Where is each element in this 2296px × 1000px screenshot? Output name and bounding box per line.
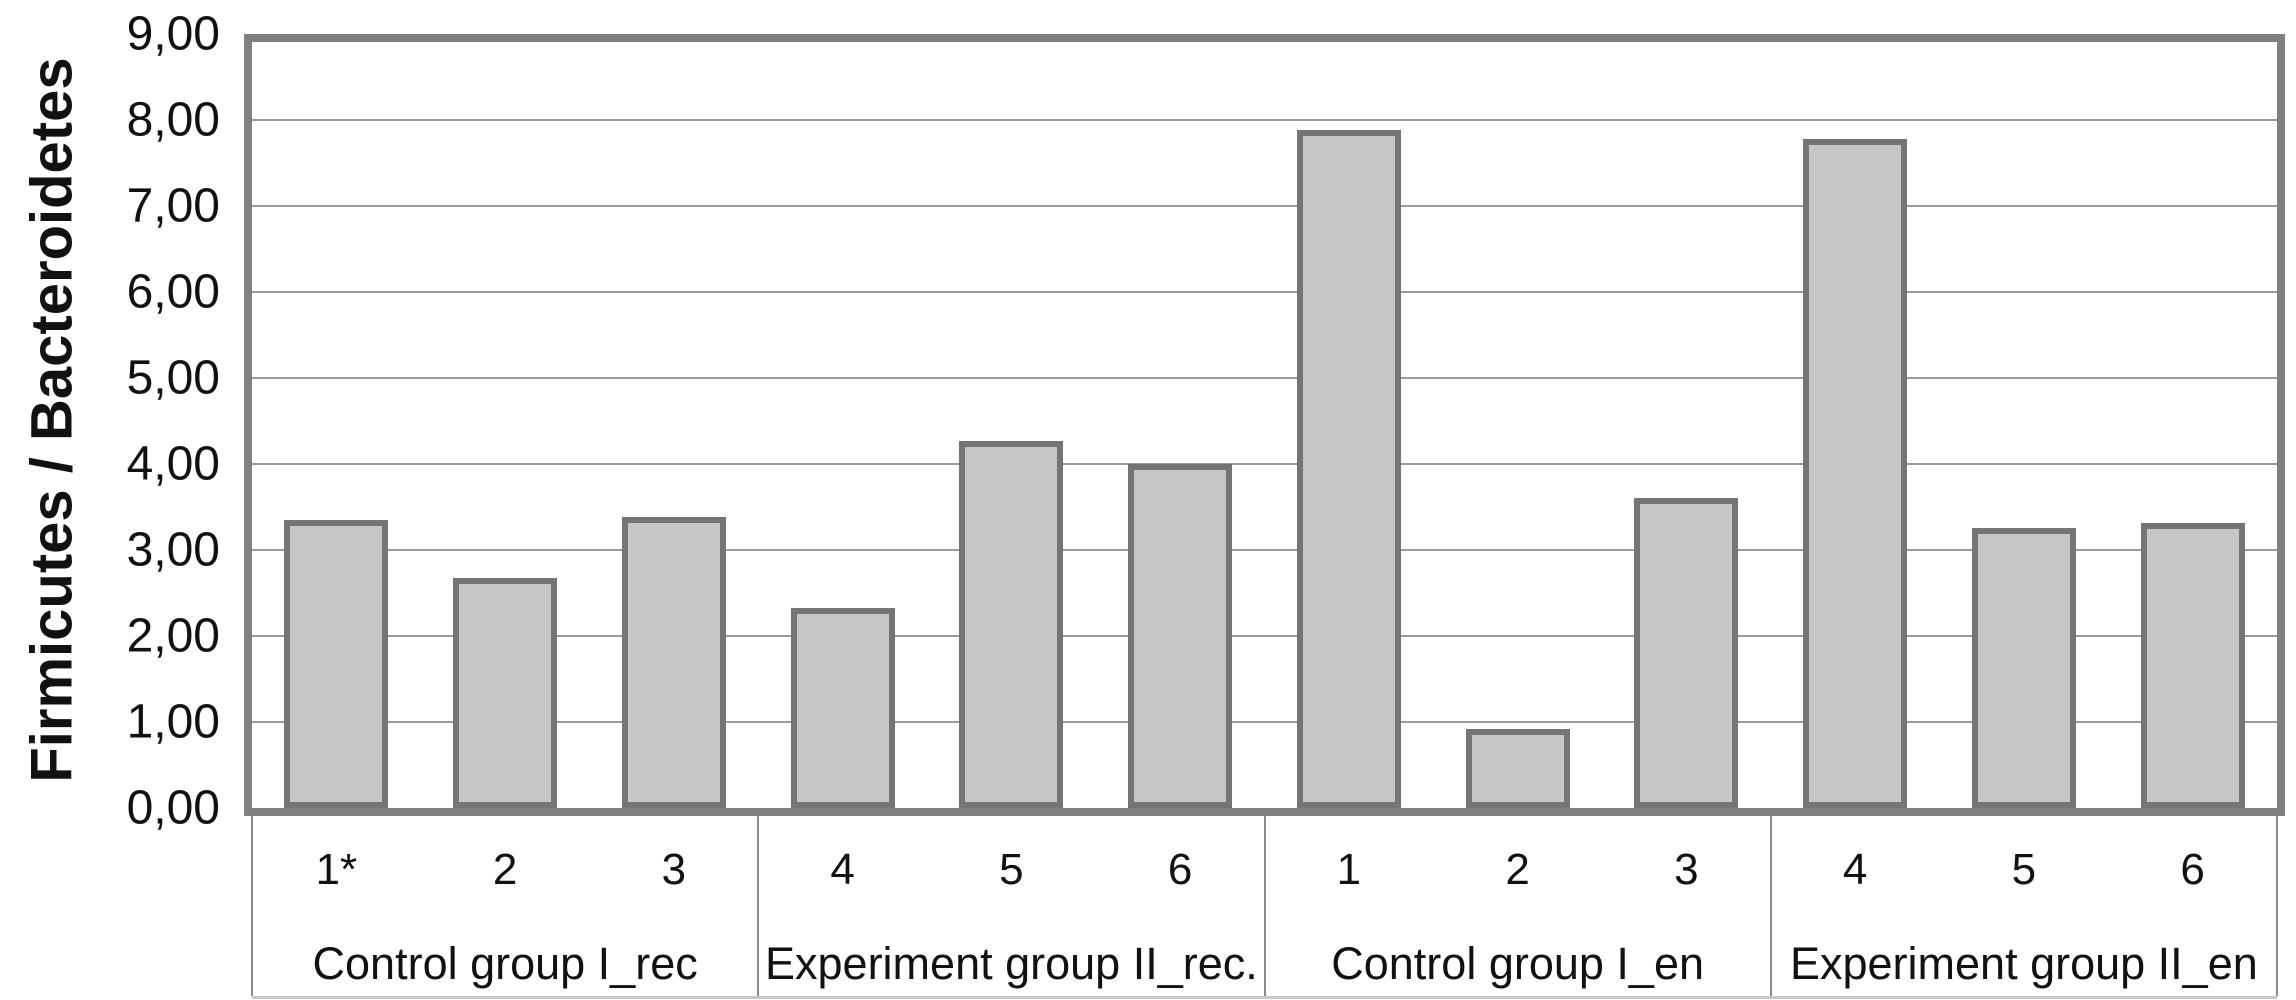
bar <box>1297 130 1401 808</box>
group-separator <box>757 816 759 996</box>
x-tick-label: 5 <box>2011 845 2037 894</box>
group-separator <box>1770 816 1772 996</box>
bar <box>622 517 726 808</box>
bar <box>1972 528 2076 808</box>
gridline <box>252 721 2277 723</box>
group-separator <box>251 816 253 996</box>
category-axis-bottom-line <box>252 996 2277 999</box>
x-tick-label: 3 <box>661 845 687 894</box>
gridline <box>252 463 2277 465</box>
y-tick-label: 7,00 <box>126 179 220 233</box>
x-tick-label: 4 <box>830 845 855 894</box>
bar <box>791 608 895 808</box>
y-tick-label: 8,00 <box>126 93 220 147</box>
y-tick-label: 5,00 <box>126 351 220 405</box>
group-label: Experiment group II_en <box>1789 938 2258 989</box>
bar <box>1803 139 1907 808</box>
gridline <box>252 119 2277 121</box>
gridline <box>252 549 2277 551</box>
group-label: Control group I_rec <box>312 938 698 989</box>
bar <box>1466 729 1570 808</box>
x-tick-label: 4 <box>1842 845 1868 894</box>
y-tick-label: 6,00 <box>126 265 220 319</box>
y-tick-label: 1,00 <box>126 695 220 749</box>
group-separator <box>1264 816 1266 996</box>
bar <box>959 441 1063 808</box>
gridline <box>252 205 2277 207</box>
bar <box>453 578 557 808</box>
bar <box>1634 498 1738 808</box>
gridline <box>252 635 2277 637</box>
y-tick-label: 9,00 <box>126 7 220 61</box>
plot-border-top <box>244 34 2285 42</box>
x-tick-label: 1* <box>315 845 358 894</box>
x-tick-label: 6 <box>1167 845 1193 894</box>
x-tick-label: 6 <box>2180 845 2205 894</box>
bar <box>284 520 388 808</box>
group-label: Control group I_en <box>1331 938 1704 989</box>
group-separator <box>2276 816 2278 996</box>
y-tick-label: 0,00 <box>126 781 220 835</box>
bar <box>1128 464 1232 808</box>
x-tick-label: 3 <box>1674 845 1699 894</box>
x-tick-label: 2 <box>492 845 518 894</box>
gridline <box>252 291 2277 293</box>
gridline <box>252 377 2277 379</box>
group-label: Experiment group II_rec. <box>765 938 1258 989</box>
y-axis-line <box>244 34 252 808</box>
y-tick-label: 3,00 <box>126 523 220 577</box>
y-axis-title: Firmicutes / Bacteroidetes <box>19 57 85 783</box>
x-tick-label: 5 <box>999 845 1024 894</box>
x-tick-label: 2 <box>1505 845 1530 894</box>
y-tick-label: 4,00 <box>126 437 220 491</box>
bar <box>2141 523 2245 808</box>
x-axis-line <box>244 808 2285 816</box>
plot-border-right <box>2277 34 2285 808</box>
y-tick-label: 2,00 <box>126 609 220 663</box>
x-tick-label: 1 <box>1336 845 1362 894</box>
